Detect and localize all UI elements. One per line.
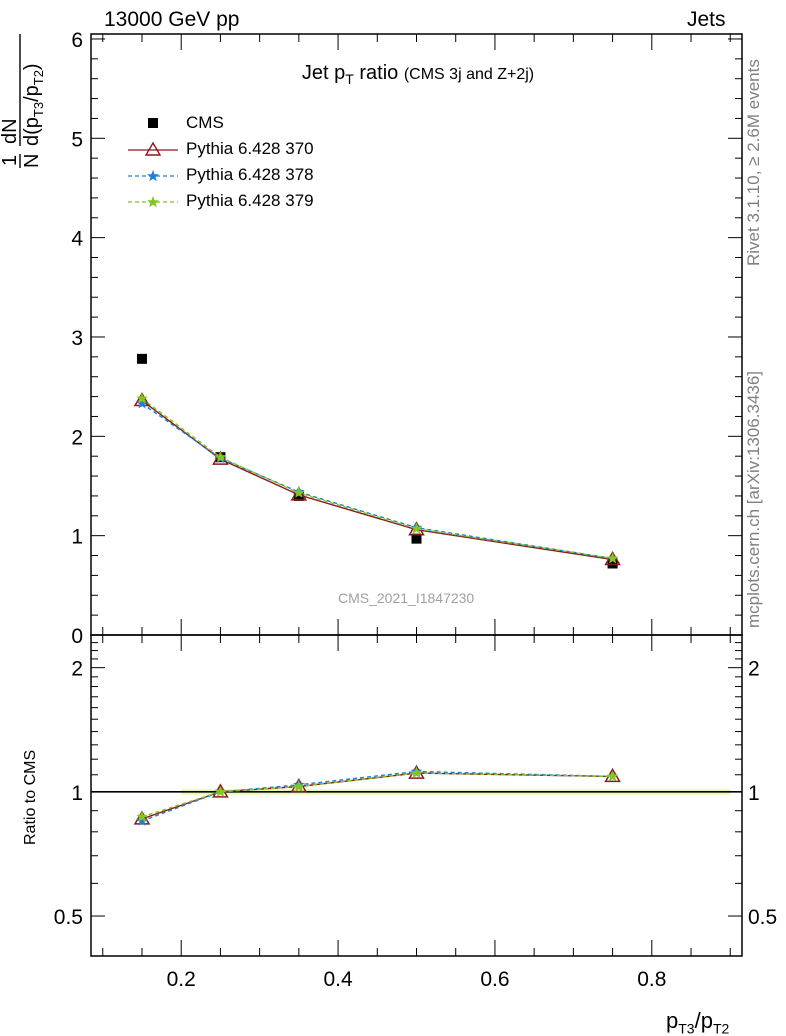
ratio-pythia-378-line [141,770,613,822]
y-tick-label-ratio-right: 1 [748,782,760,805]
y-tick-label-main: 6 [71,29,83,52]
energy-label: 13000 GeV pp [104,8,240,31]
legend-label: Pythia 6.428 379 [186,191,314,210]
star-marker [606,552,619,564]
title-main: Jet p [301,62,346,84]
x-tick-label: 0.8 [637,968,666,991]
cms-data-point [607,558,618,569]
title-main-post: ratio [353,62,399,84]
star-marker [136,397,148,409]
axes: 0 1 2 3 4 5 6 0.2 0.4 0.6 0.8 0.5 0.5 1 1 2 2 [54,29,777,991]
triangle-marker [133,810,151,825]
cms-data-point [293,490,304,501]
title-subtitle: (CMS 3j and Z+2j) [403,66,535,83]
star-marker [410,522,423,534]
rivet-label: Rivet 3.1.10, ≥ 2.6M events [744,59,763,266]
star-marker [136,392,148,404]
legend-marker-star-icon [128,196,178,208]
legend-label: CMS [186,113,224,132]
y-axis-label-main: 1 N dN d(pT3/pT2) [0,34,46,168]
triangle-marker [290,486,308,501]
x-label-p: p [666,1008,679,1033]
star-marker [136,810,148,822]
title-main-subscript: T [345,71,354,87]
ratio-pythia-379-line [141,772,613,818]
ratio-panel-frame [90,634,743,957]
y-tick-label-main: 1 [71,526,83,549]
x-label-sub1: T3 [678,1020,695,1036]
pythia-370-line [141,400,613,561]
y-axis-label-ratio: Ratio to CMS [22,749,39,845]
x-label-sub2: T2 [712,1020,730,1036]
analysis-tag: CMS_2021_I1847230 [338,590,475,606]
y-label-n: N [21,154,43,168]
category-label: Jets [687,8,726,31]
y-tick-label-ratio-right: 2 [748,658,760,681]
star-marker [410,767,423,778]
y-tick-label-ratio-right: 0.5 [748,906,777,929]
plot-title: Jet pT ratio (CMS 3j and Z+2j) [0,62,786,87]
y-label-one: 1 [0,155,21,166]
y-tick-label-ratio: 1 [71,782,83,805]
star-marker [293,780,305,792]
x-label-mid: /p [694,1008,713,1033]
y-tick-label-main: 5 [71,128,83,151]
y-tick-label-main: 3 [71,327,83,350]
star-marker [136,815,148,826]
star-marker [214,785,227,797]
star-marker [606,770,619,782]
star-marker [214,451,227,462]
legend-label: Pythia 6.428 378 [186,165,314,184]
y-tick-label-ratio: 2 [71,658,83,681]
y-tick-label-main: 2 [71,426,83,449]
x-tick-label: 0.2 [167,968,196,991]
pythia-379-line [141,398,613,560]
cms-data-point [411,533,422,544]
legend-marker-square-icon [148,118,158,128]
star-marker [293,486,305,498]
cms-data-point [136,353,147,364]
legend-marker-triangle-icon [128,141,178,156]
y-label-dn: dN [0,118,21,144]
y-tick-label-main: 0 [71,625,83,648]
x-axis-label: pT3/pT2 [666,1008,729,1036]
x-tick-label: 0.6 [480,968,509,991]
ratio-pythia-370-line [141,772,613,820]
legend-marker-star-icon [128,170,178,182]
y-label-denominator: d(pT3/pT2) [21,63,46,146]
mcplots-label: mcplots.cern.ch [arXiv:1306.3436] [744,370,763,628]
x-tick-label: 0.4 [323,968,353,991]
pythia-378-line [141,402,613,560]
data-marks [133,353,621,826]
legend-label: Pythia 6.428 370 [186,139,314,158]
y-tick-label-main: 4 [71,228,83,251]
y-tick-label-ratio: 0.5 [54,906,83,929]
